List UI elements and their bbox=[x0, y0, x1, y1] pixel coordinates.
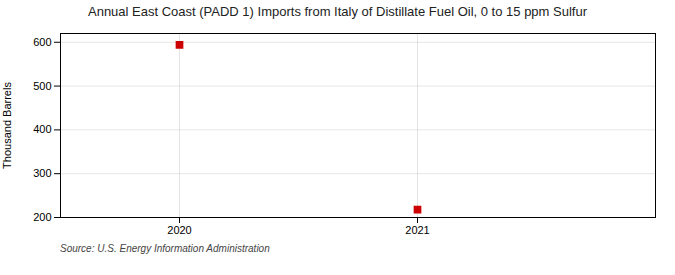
svg-text:2021: 2021 bbox=[405, 224, 429, 236]
svg-text:200: 200 bbox=[33, 211, 51, 223]
svg-text:2020: 2020 bbox=[167, 224, 191, 236]
svg-text:Thousand Barrels: Thousand Barrels bbox=[1, 82, 13, 169]
svg-text:600: 600 bbox=[33, 36, 51, 48]
html-text:Source: U.S. Energy Informatio: Source: U.S. Energy Information Administ… bbox=[60, 243, 270, 254]
svg-text:500: 500 bbox=[33, 80, 51, 92]
html-text:Annual East Coast (PADD 1) Imp: Annual East Coast (PADD 1) Imports from … bbox=[88, 4, 587, 19]
svg-text:400: 400 bbox=[33, 123, 51, 135]
svg-text:300: 300 bbox=[33, 167, 51, 179]
